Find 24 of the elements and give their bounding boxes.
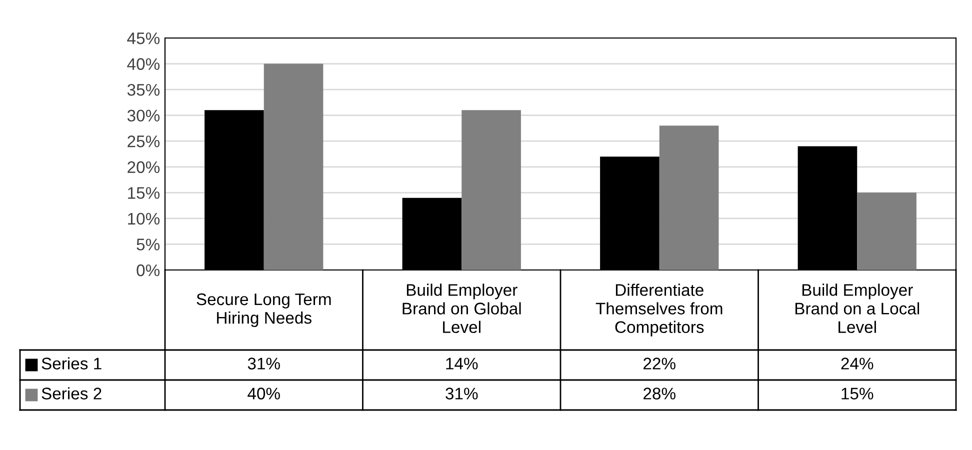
x-tick-label: Secure Long Term Hiring Needs (196, 293, 331, 328)
y-tick-label: 15% (128, 187, 160, 199)
data-label: 15% (842, 388, 874, 400)
data-label: 14% (446, 358, 478, 370)
data-label: 31% (248, 358, 280, 370)
y-tick-label: 40% (127, 58, 160, 70)
legend-label: Series 1 (42, 357, 102, 370)
y-tick-label: 45% (127, 32, 160, 44)
data-label: 28% (644, 388, 676, 400)
data-label: 31% (446, 388, 478, 400)
y-tick-label: 30% (127, 110, 160, 122)
legend-label: Series 2 (42, 387, 102, 400)
y-tick-label: 35% (127, 84, 160, 96)
y-tick-label: 0% (136, 264, 160, 276)
x-tick-label: Build Employer Brand on a Local Level (795, 284, 920, 334)
x-tick-label: Differentiate Themselves from Competitors (596, 284, 722, 336)
y-tick-label: 25% (128, 136, 160, 148)
data-label: 22% (644, 358, 676, 370)
data-label: 40% (248, 388, 280, 400)
y-tick-label: 5% (136, 238, 160, 250)
y-tick-label: 10% (128, 212, 160, 225)
x-tick-label: Build Employer Brand on Global Level (402, 284, 521, 334)
y-tick-label: 20% (128, 161, 160, 174)
data-label: 24% (841, 358, 874, 370)
